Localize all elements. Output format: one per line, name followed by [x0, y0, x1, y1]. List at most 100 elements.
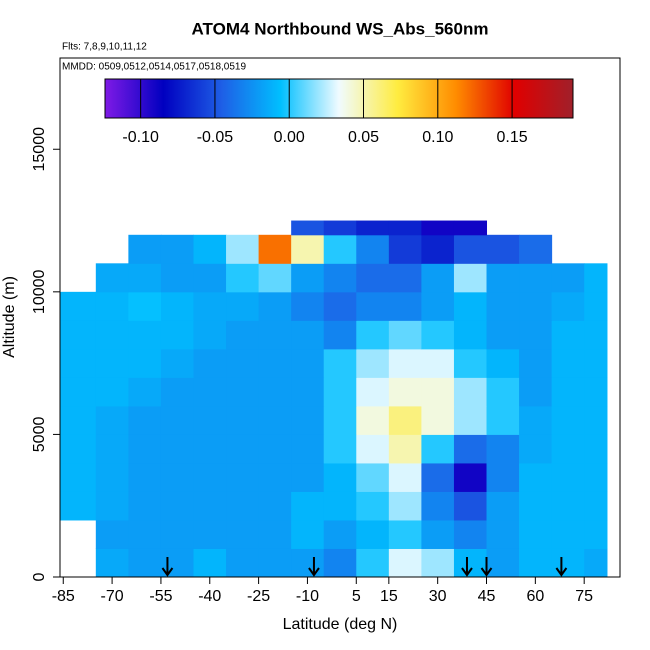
heat-cell [388, 234, 422, 264]
heat-cell [323, 234, 357, 264]
heat-cell [388, 377, 422, 407]
heat-cell [160, 377, 194, 407]
heat-cell [60, 434, 97, 464]
heat-cell [258, 291, 292, 321]
heat-cell [258, 405, 292, 435]
x-tick-label: -25 [247, 588, 270, 605]
heat-cell [226, 462, 260, 492]
heat-cell [193, 434, 227, 464]
heat-cell [356, 491, 390, 521]
heat-cell [584, 348, 608, 378]
heat-cell [323, 263, 357, 293]
heat-cell [519, 434, 553, 464]
heat-cell [519, 548, 553, 578]
heat-cell [128, 234, 162, 264]
heat-cell [519, 263, 553, 293]
heat-cell [226, 548, 260, 578]
heat-cell [95, 320, 129, 350]
heat-cell [193, 519, 227, 549]
heat-cell [356, 291, 390, 321]
heat-cell [95, 434, 129, 464]
colorbar-tick-label: 0.00 [274, 129, 305, 146]
heat-cell [193, 320, 227, 350]
heat-cell [551, 348, 585, 378]
heat-cell [356, 462, 390, 492]
heat-cell [291, 491, 325, 521]
heat-cell [60, 377, 97, 407]
heat-cell [60, 462, 97, 492]
heat-cell [95, 405, 129, 435]
heat-cell [193, 377, 227, 407]
heat-cell [421, 320, 455, 350]
heat-cell [128, 348, 162, 378]
heat-cell [486, 405, 520, 435]
heat-cell [291, 462, 325, 492]
heat-cell [128, 320, 162, 350]
heat-cell [60, 320, 97, 350]
heat-cell [95, 291, 129, 321]
heat-cell [551, 377, 585, 407]
heat-cell [519, 405, 553, 435]
heat-cell [356, 320, 390, 350]
heat-cell [356, 548, 390, 578]
colorbar [104, 78, 574, 119]
heat-cell [519, 320, 553, 350]
x-tick-label: 75 [575, 588, 593, 605]
heat-cell [160, 434, 194, 464]
flight-marker-arrow [555, 557, 568, 577]
heat-cell [226, 291, 260, 321]
heat-cell [421, 434, 455, 464]
heat-cell [128, 462, 162, 492]
heat-cell [551, 263, 585, 293]
heat-cell [193, 263, 227, 293]
annotation: MMDD: 0509,0512,0514,0517,0518,0519 [62, 62, 246, 73]
heat-cell [323, 548, 357, 578]
heat-cell [226, 377, 260, 407]
heat-cell [291, 291, 325, 321]
heat-cell [128, 548, 162, 578]
heat-cell [388, 348, 422, 378]
heat-cell [486, 462, 520, 492]
heat-cell [323, 434, 357, 464]
heat-cell [584, 548, 608, 578]
heat-cell [388, 462, 422, 492]
heat-cell [486, 377, 520, 407]
heat-cell [453, 377, 488, 407]
colorbar-tick-label: 0.15 [497, 129, 528, 146]
heat-cell [453, 220, 488, 236]
heat-cell [193, 548, 227, 578]
heat-cell [258, 234, 292, 264]
heat-cell [160, 462, 194, 492]
heat-cell [258, 434, 292, 464]
heat-cell [453, 320, 488, 350]
heat-cell [486, 548, 520, 578]
heat-cell [95, 377, 129, 407]
heat-cell [551, 491, 585, 521]
heat-cell [226, 491, 260, 521]
heat-cell [128, 377, 162, 407]
heat-cell [453, 491, 488, 521]
heat-cell [95, 548, 129, 578]
heat-cell [60, 348, 97, 378]
heat-cell [193, 462, 227, 492]
flight-marker-arrow [480, 557, 493, 577]
heat-cell [453, 405, 488, 435]
heat-cell [519, 491, 553, 521]
subtitle: Flts: 7,8,9,10,11,12 [62, 42, 147, 53]
heat-cell [388, 320, 422, 350]
heat-cell [258, 320, 292, 350]
heat-cell [356, 263, 390, 293]
x-tick-label: -70 [101, 588, 124, 605]
heat-cell [291, 348, 325, 378]
heat-cell [421, 519, 455, 549]
heat-cell [128, 263, 162, 293]
heat-cell [60, 405, 97, 435]
heat-cell [323, 348, 357, 378]
heat-cell [291, 519, 325, 549]
chart-title: ATOM4 Northbound WS_Abs_560nm [192, 19, 489, 38]
heat-cell [551, 320, 585, 350]
heat-cell [226, 263, 260, 293]
heat-cell [258, 348, 292, 378]
heat-cell [584, 320, 608, 350]
heat-cell [486, 234, 520, 264]
